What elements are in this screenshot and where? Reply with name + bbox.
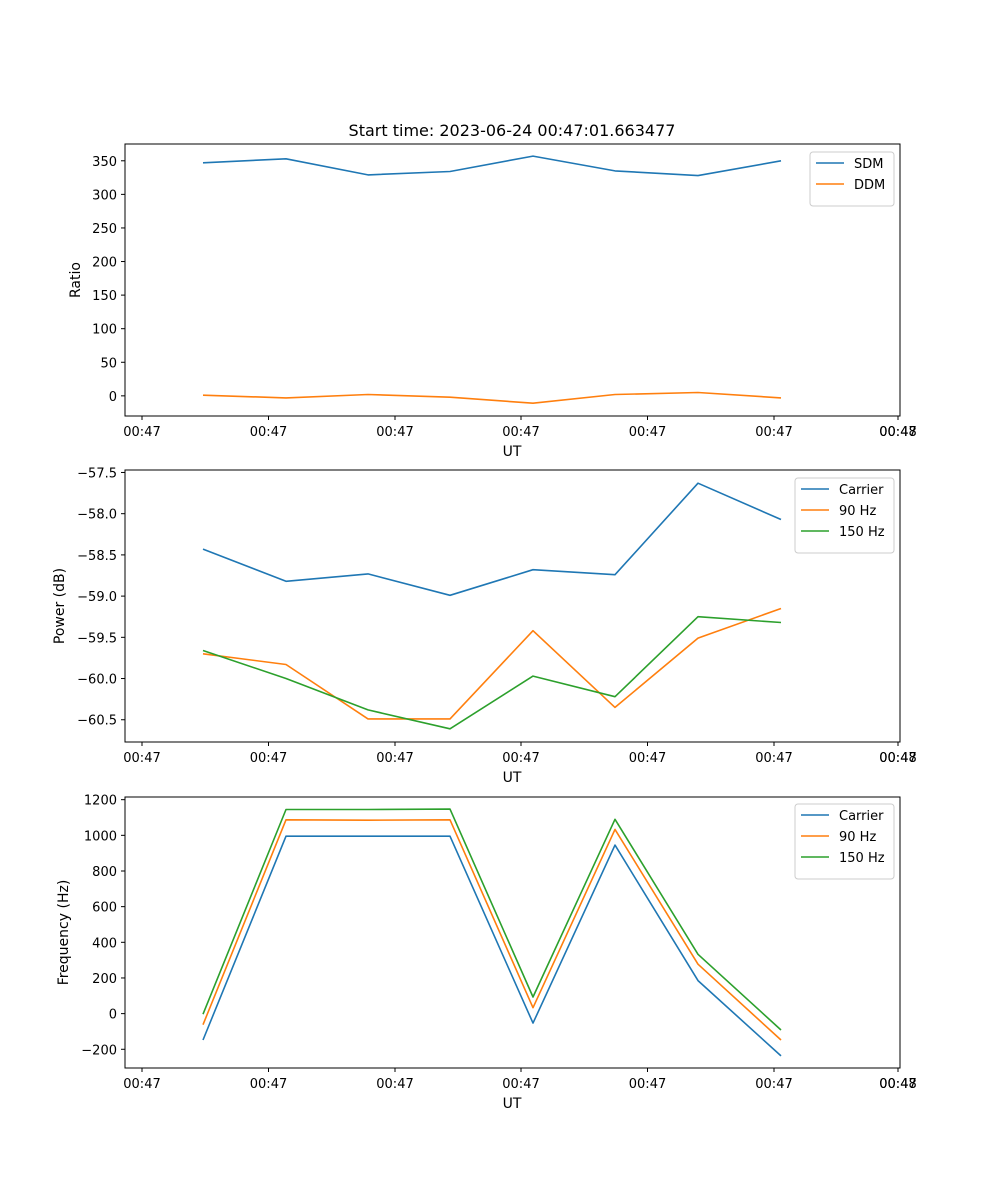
x-tick-label: 00:47 [376, 425, 413, 440]
y-tick-label: 250 [92, 222, 117, 237]
y-tick-label: −57.5 [77, 466, 117, 481]
x-tick-label: 00:47 [502, 1077, 539, 1092]
x-tick-label: 00:47 [629, 1077, 666, 1092]
y-tick-label: 200 [92, 972, 117, 987]
x-tick-label: 00:47 [123, 425, 160, 440]
y-tick-label: −60.5 [77, 714, 117, 729]
x-tick-label: 00:47 [879, 751, 916, 766]
y-axis-label: Frequency (Hz) [56, 880, 72, 986]
y-tick-label: 600 [92, 901, 117, 916]
x-tick-label: 00:47 [755, 751, 792, 766]
series-line-150-hz [202, 808, 782, 1031]
y-tick-label: 1200 [84, 794, 117, 809]
series-line-ddm [202, 391, 782, 405]
axes-frame [124, 143, 901, 417]
legend-label: Carrier [839, 483, 884, 498]
series-line-carrier [202, 835, 782, 1057]
series-line-carrier [202, 482, 782, 597]
y-tick-label: −58.0 [77, 508, 117, 523]
y-tick-label: 0 [109, 1008, 117, 1023]
axes-frame [124, 796, 901, 1069]
y-tick-label: 0 [109, 390, 117, 405]
x-tick-label: 00:47 [755, 425, 792, 440]
x-axis-label: UT [503, 770, 522, 786]
x-tick-label: 00:47 [502, 425, 539, 440]
chart-title: Start time: 2023-06-24 00:47:01.663477 [349, 121, 676, 140]
x-tick-label: 00:48 [879, 1077, 916, 1092]
x-tick-label: 00:47 [376, 1077, 413, 1092]
series-line-90-hz [202, 607, 782, 720]
x-tick-label: 00:47 [250, 425, 287, 440]
y-tick-label: −59.0 [77, 590, 117, 605]
y-tick-label: −58.5 [77, 549, 117, 564]
legend-label: DDM [854, 178, 885, 193]
x-tick-label: 00:47 [502, 751, 539, 766]
x-tick-label: 00:47 [629, 425, 666, 440]
x-tick-label: 00:47 [879, 1077, 916, 1092]
subplot-1: 00:47 00:47 00:47 00:47 00:47 00:47 00:4700:48… [68, 143, 917, 460]
x-tick-label: 00:47 [879, 425, 916, 440]
y-tick-label: 300 [92, 188, 117, 203]
subplot-3: 00:47 00:47 00:47 00:47 00:47 00:47 00:4700:48… [56, 794, 917, 1112]
x-tick-label: 00:47 [755, 1077, 792, 1092]
y-tick-label: 800 [92, 865, 117, 880]
series-line-90-hz [202, 818, 782, 1041]
y-tick-label: −60.0 [77, 673, 117, 688]
y-tick-label: 150 [92, 289, 117, 304]
y-axis-label: Power (dB) [52, 568, 68, 644]
y-tick-label: 400 [92, 936, 117, 951]
series-line-sdm [202, 155, 782, 177]
x-axis-label: UT [503, 1096, 522, 1112]
x-tick-label: 00:47 [250, 751, 287, 766]
y-tick-label: 100 [92, 323, 117, 338]
y-tick-label: −59.5 [77, 631, 117, 646]
x-tick-label: 00:47 [123, 751, 160, 766]
legend-label: SDM [854, 157, 883, 172]
y-tick-label: 200 [92, 256, 117, 271]
x-tick-label: 00:47 [250, 1077, 287, 1092]
legend-label: 90 Hz [839, 830, 876, 845]
y-tick-label: 1000 [84, 829, 117, 844]
legend-box [809, 151, 895, 207]
x-tick-label: 00:47 [629, 751, 666, 766]
axes-frame [124, 469, 901, 743]
x-axis-label: UT [503, 444, 522, 460]
series-line-150-hz [202, 615, 782, 730]
legend-label: Carrier [839, 809, 884, 824]
x-tick-label: 00:48 [879, 751, 916, 766]
y-tick-label: −200 [81, 1043, 117, 1058]
legend-label: 150 Hz [839, 525, 885, 540]
x-tick-label: 00:47 [376, 751, 413, 766]
legend-label: 90 Hz [839, 504, 876, 519]
charts-container: 00:47 00:47 00:47 00:47 00:47 00:47 00:4700:48… [52, 143, 917, 1112]
legend-box [794, 477, 895, 554]
x-tick-label: 00:48 [879, 425, 916, 440]
x-tick-label: 00:47 [123, 1077, 160, 1092]
legend-label: 150 Hz [839, 851, 885, 866]
subplot-2: 00:47 00:47 00:47 00:47 00:47 00:47 00:4700:48… [52, 466, 917, 786]
y-axis-label: Ratio [68, 262, 84, 298]
y-tick-label: 50 [100, 356, 117, 371]
y-tick-label: 350 [92, 155, 117, 170]
legend-box [794, 803, 895, 880]
